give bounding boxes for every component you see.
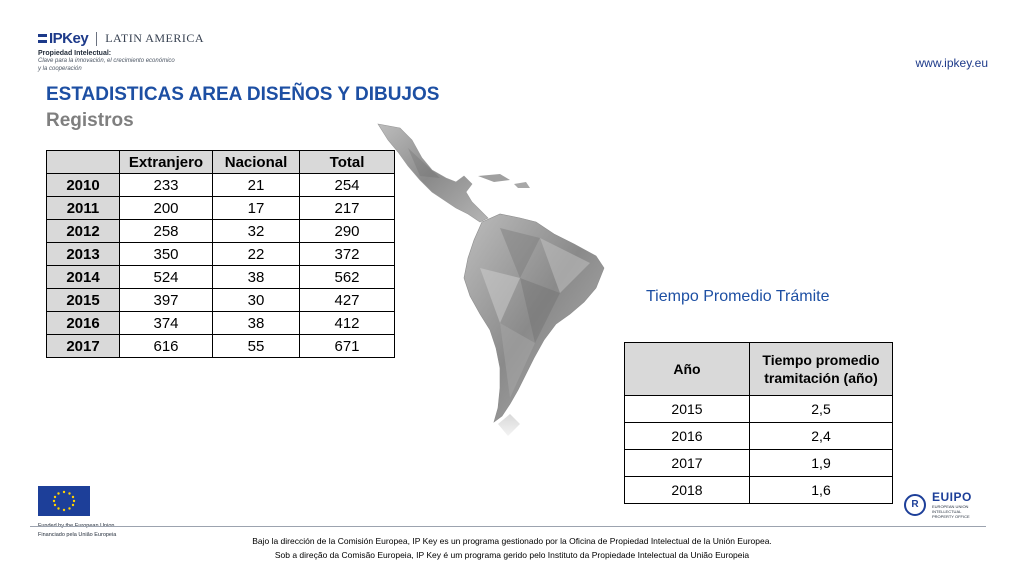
euipo-logo: R EUIPO EUROPEAN UNION INTELLECTUAL PROP…: [904, 490, 980, 519]
table-row: 2013 350 22 372: [46, 242, 395, 266]
column-header: [46, 150, 120, 174]
logo-tagline-2: y la cooperación: [38, 66, 82, 72]
footer-divider: [30, 526, 986, 527]
cell-year: 2016: [624, 422, 750, 450]
cell-nacional: 32: [212, 219, 300, 243]
euipo-name: EUIPO: [932, 490, 972, 504]
cell-year: 2010: [46, 173, 120, 197]
cell-time: 2,5: [749, 395, 893, 423]
table-header-row: Año Tiempo promedio tramitación (año): [624, 342, 893, 396]
registered-r-icon: R: [904, 493, 926, 516]
flag-icon: [38, 34, 47, 43]
cell-extranjero: 258: [119, 219, 213, 243]
tiempo-table-heading: Tiempo Promedio Trámite: [646, 288, 830, 305]
table-row: 2010 233 21 254: [46, 173, 395, 197]
cell-nacional: 22: [212, 242, 300, 266]
cell-time: 2,4: [749, 422, 893, 450]
table-header-row: Extranjero Nacional Total: [46, 150, 395, 174]
column-header-time-line1: Tiempo promedio: [762, 352, 880, 368]
cell-time: 1,9: [749, 449, 893, 477]
euipo-full-name: EUROPEAN UNION INTELLECTUAL PROPERTY OFF…: [932, 504, 970, 519]
cell-extranjero: 374: [119, 311, 213, 335]
ipkey-logo: IPKey LATIN AMERICA Propiedad Intelectua…: [38, 30, 204, 73]
table-row: 2014 524 38 562: [46, 265, 395, 289]
cell-year: 2017: [46, 334, 120, 358]
cell-total: 562: [299, 265, 395, 289]
cell-total: 372: [299, 242, 395, 266]
slide-subtitle: Registros: [46, 110, 134, 131]
logo-divider: [96, 31, 98, 46]
cell-year: 2018: [624, 476, 750, 504]
cell-year: 2015: [46, 288, 120, 312]
table-row: 2017 1,9: [624, 449, 893, 477]
cell-extranjero: 200: [119, 196, 213, 220]
eu-funding-logo: Funded by the European Union Financiado …: [38, 486, 116, 539]
cell-extranjero: 397: [119, 288, 213, 312]
tiempo-table: Año Tiempo promedio tramitación (año) 20…: [624, 342, 893, 504]
cell-nacional: 21: [212, 173, 300, 197]
cell-total: 671: [299, 334, 395, 358]
eu-flag-icon: [38, 486, 90, 516]
cell-nacional: 38: [212, 265, 300, 289]
footer-line-pt: Sob a direção da Comisão Europeia, IP Ke…: [274, 550, 750, 560]
cell-total: 427: [299, 288, 395, 312]
table-row: 2015 397 30 427: [46, 288, 395, 312]
column-header-time: Tiempo promedio tramitación (año): [749, 342, 893, 396]
cell-year: 2017: [624, 449, 750, 477]
column-header-nacional: Nacional: [212, 150, 300, 174]
table-row: 2016 2,4: [624, 422, 893, 450]
cell-year: 2013: [46, 242, 120, 266]
cell-time: 1,6: [749, 476, 893, 504]
logo-text: IPKey: [49, 30, 89, 47]
cell-total: 290: [299, 219, 395, 243]
cell-total: 217: [299, 196, 395, 220]
cell-total: 412: [299, 311, 395, 335]
cell-nacional: 17: [212, 196, 300, 220]
column-header-time-line2: tramitación (año): [764, 370, 878, 386]
table-row: 2015 2,5: [624, 395, 893, 423]
cell-extranjero: 524: [119, 265, 213, 289]
table-row: 2012 258 32 290: [46, 219, 395, 243]
table-row: 2011 200 17 217: [46, 196, 395, 220]
column-header-total: Total: [299, 150, 395, 174]
logo-subtitle: Propiedad Intelectual:: [38, 50, 112, 57]
cell-extranjero: 616: [119, 334, 213, 358]
table-row: 2018 1,6: [624, 476, 893, 504]
footer-line-es: Bajo la dirección de la Comisión Europea…: [252, 536, 772, 546]
eu-funding-line2: Financiado pela União Europeia: [38, 532, 117, 538]
cell-nacional: 30: [212, 288, 300, 312]
table-row: 2017 616 55 671: [46, 334, 395, 358]
cell-extranjero: 233: [119, 173, 213, 197]
cell-year: 2016: [46, 311, 120, 335]
registros-table: Extranjero Nacional Total 2010 233 21 25…: [46, 150, 395, 358]
cell-nacional: 55: [212, 334, 300, 358]
cell-nacional: 38: [212, 311, 300, 335]
cell-year: 2015: [624, 395, 750, 423]
logo-tagline-1: Clave para la innovación, el crecimiento…: [38, 58, 175, 64]
cell-year: 2012: [46, 219, 120, 243]
logo-region: LATIN AMERICA: [105, 31, 205, 45]
website-link[interactable]: www.ipkey.eu: [915, 56, 988, 70]
cell-extranjero: 350: [119, 242, 213, 266]
cell-total: 254: [299, 173, 395, 197]
column-header-extranjero: Extranjero: [119, 150, 213, 174]
table-row: 2016 374 38 412: [46, 311, 395, 335]
latin-america-map-image: [377, 123, 605, 436]
cell-year: 2014: [46, 265, 120, 289]
cell-year: 2011: [46, 196, 120, 220]
slide-title: ESTADISTICAS AREA DISEÑOS Y DIBUJOS: [46, 84, 440, 105]
column-header-year: Año: [624, 342, 750, 396]
